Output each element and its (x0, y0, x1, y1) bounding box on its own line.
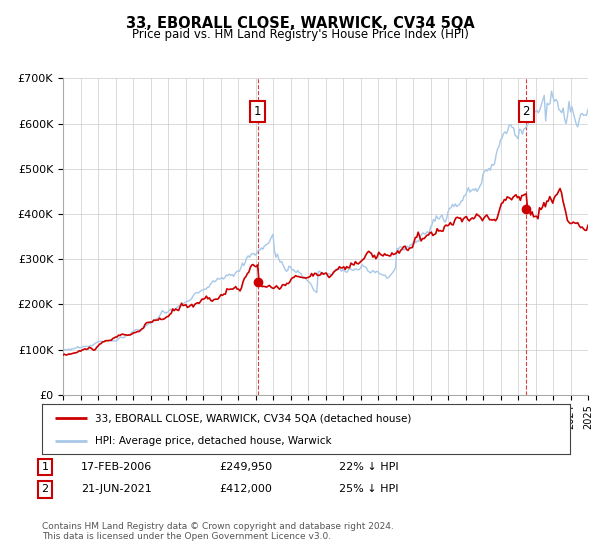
Text: 21-JUN-2021: 21-JUN-2021 (81, 484, 152, 494)
Text: 17-FEB-2006: 17-FEB-2006 (81, 462, 152, 472)
Text: £249,950: £249,950 (219, 462, 272, 472)
Text: 2: 2 (523, 105, 530, 118)
Text: Contains HM Land Registry data © Crown copyright and database right 2024.
This d: Contains HM Land Registry data © Crown c… (42, 522, 394, 542)
Text: 1: 1 (41, 462, 49, 472)
Text: Price paid vs. HM Land Registry's House Price Index (HPI): Price paid vs. HM Land Registry's House … (131, 28, 469, 41)
Text: £412,000: £412,000 (219, 484, 272, 494)
Text: HPI: Average price, detached house, Warwick: HPI: Average price, detached house, Warw… (95, 436, 331, 446)
Text: 25% ↓ HPI: 25% ↓ HPI (339, 484, 398, 494)
Text: 1: 1 (254, 105, 262, 118)
Text: 2: 2 (41, 484, 49, 494)
Text: 33, EBORALL CLOSE, WARWICK, CV34 5QA: 33, EBORALL CLOSE, WARWICK, CV34 5QA (125, 16, 475, 31)
Text: 33, EBORALL CLOSE, WARWICK, CV34 5QA (detached house): 33, EBORALL CLOSE, WARWICK, CV34 5QA (de… (95, 413, 411, 423)
Text: 22% ↓ HPI: 22% ↓ HPI (339, 462, 398, 472)
